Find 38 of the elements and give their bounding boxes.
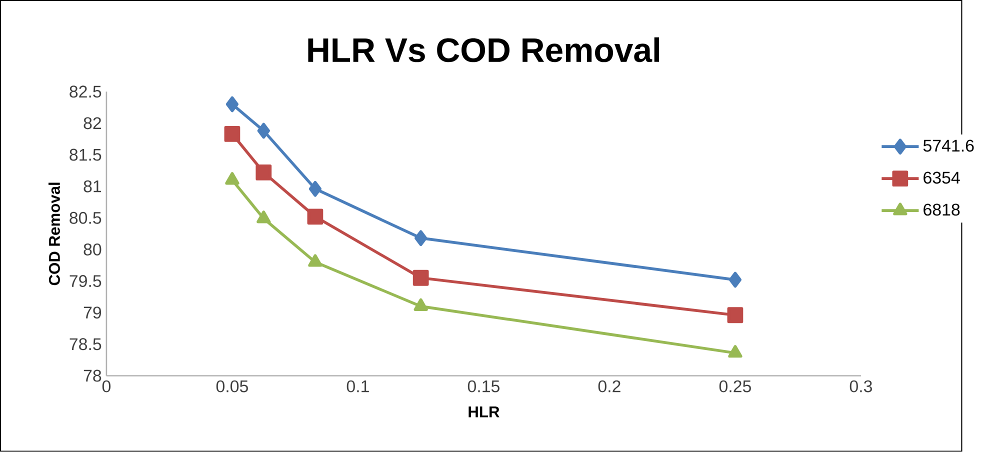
- point: [728, 345, 742, 358]
- point: [256, 164, 272, 180]
- point: [226, 96, 239, 112]
- legend-label: 6354: [924, 172, 960, 184]
- x-axis-title: HLR: [468, 406, 500, 418]
- point: [225, 172, 240, 185]
- y-tick-label: 80: [84, 244, 102, 256]
- y-tick-label: 79: [84, 306, 102, 319]
- point: [728, 272, 742, 288]
- point: [414, 298, 428, 312]
- x-tick-label: 0.3: [850, 380, 872, 392]
- x-tick-label: 0.25: [719, 380, 751, 392]
- legend-label: 5741.6: [923, 140, 974, 152]
- y-tick-label: 81.5: [70, 148, 102, 161]
- y-tick-label: 79.5: [70, 275, 102, 288]
- point: [308, 254, 322, 267]
- y-tick-label: 82.5: [70, 86, 102, 98]
- x-tick-label: 0.15: [468, 380, 500, 392]
- y-tick-label: 81: [84, 180, 102, 192]
- x-tick-label: 0: [102, 380, 111, 392]
- x-tick-label: 0.05: [216, 380, 248, 392]
- point: [224, 126, 240, 142]
- point: [257, 122, 270, 139]
- y-axis-title: COD Removal: [48, 182, 60, 286]
- x-tick-label: 0.1: [346, 380, 369, 392]
- point: [412, 270, 429, 286]
- point: [727, 307, 744, 324]
- y-tick-label: 78.5: [70, 338, 102, 350]
- legend-label: 6818: [924, 204, 960, 216]
- y-tick-label: 78: [84, 370, 102, 382]
- point: [414, 230, 428, 246]
- y-tick-label: 82: [84, 117, 101, 130]
- point: [256, 210, 271, 224]
- x-tick-label: 0.2: [598, 380, 620, 392]
- chart-title: HLR Vs COD Removal: [308, 37, 659, 62]
- point: [307, 208, 324, 225]
- point: [308, 181, 322, 197]
- y-tick-label: 80.5: [70, 212, 102, 224]
